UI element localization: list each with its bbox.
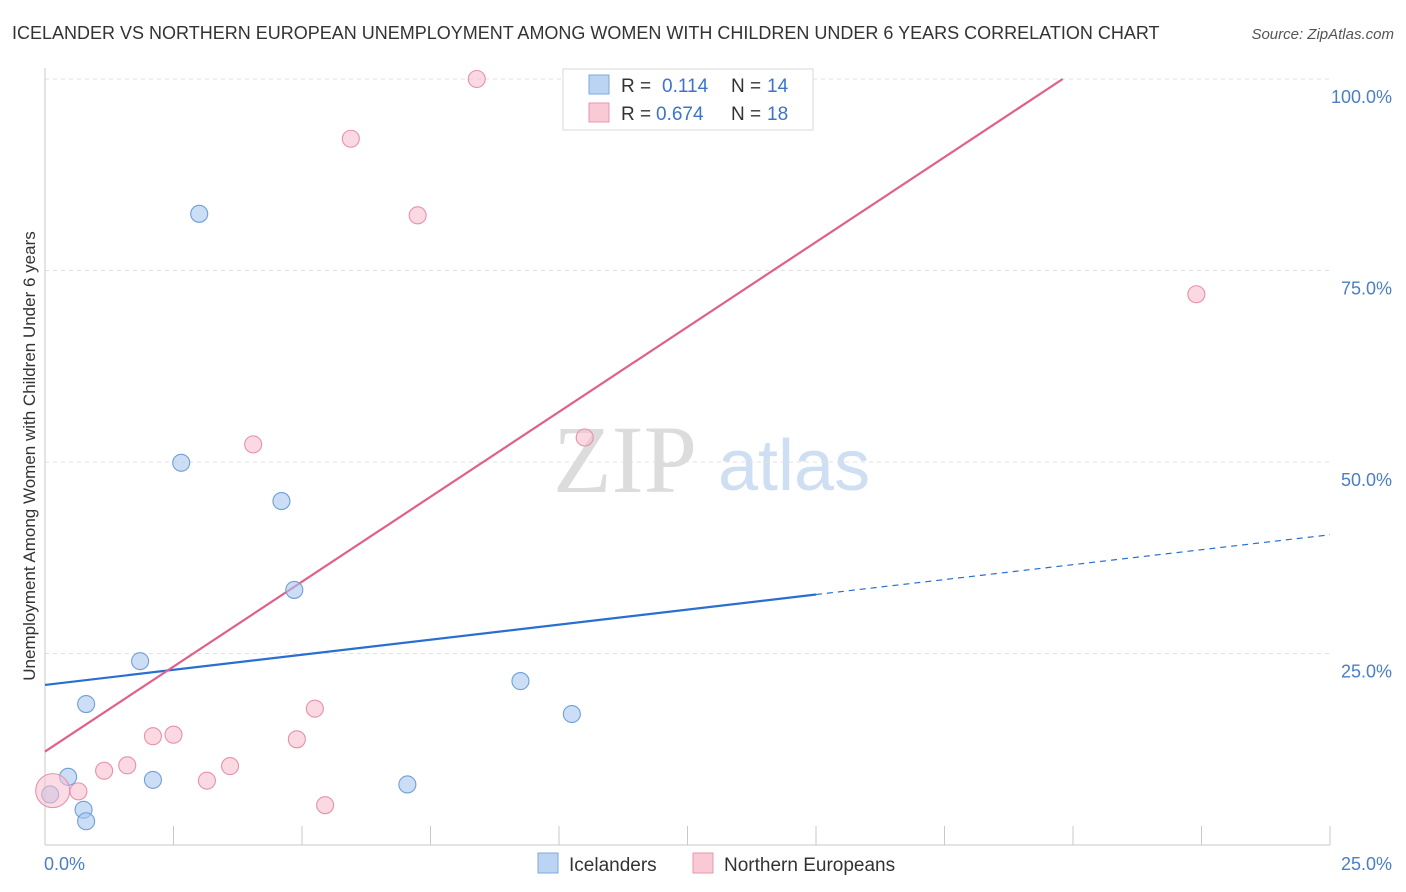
bottom-legend-label-icelanders: Icelanders bbox=[569, 855, 657, 876]
point-northern-europeans bbox=[95, 761, 114, 780]
legend-r-label-icelanders: R = bbox=[621, 76, 651, 97]
legend-swatch-northern-europeans bbox=[588, 102, 610, 123]
watermark-zip: ZIP bbox=[553, 406, 697, 513]
legend-swatch-icelanders bbox=[588, 74, 610, 95]
y-tick-label-100: 100.0% bbox=[1331, 87, 1392, 107]
point-icelanders bbox=[172, 453, 191, 472]
watermark-atlas: atlas bbox=[718, 426, 870, 506]
legend-n-label-icelanders: N = bbox=[731, 76, 761, 97]
point-icelanders bbox=[143, 770, 162, 789]
bottom-legend-label-northern-europeans: Northern Europeans bbox=[724, 855, 895, 876]
y-tick-label-25: 25.0% bbox=[1341, 662, 1392, 682]
point-northern-europeans bbox=[316, 796, 335, 815]
trend-line-0 bbox=[44, 593, 817, 686]
point-icelanders bbox=[398, 775, 417, 794]
chart-source: Source: ZipAtlas.com bbox=[1251, 26, 1394, 43]
point-northern-europeans bbox=[197, 771, 216, 790]
point-northern-europeans bbox=[341, 129, 360, 148]
legend-n-value-northern-europeans: 18 bbox=[767, 104, 788, 125]
bottom-legend-swatch-northern-europeans bbox=[692, 852, 714, 874]
point-northern-europeans bbox=[69, 782, 88, 801]
trend-lines bbox=[44, 78, 1331, 753]
legend-n-label-northern-europeans: N = bbox=[731, 104, 761, 125]
trend-line-extension-0 bbox=[815, 534, 1331, 596]
point-icelanders bbox=[511, 672, 530, 691]
point-northern-europeans bbox=[220, 757, 240, 776]
legend-box: R = 0.114 N = 14 R = 0.674 N = 18 bbox=[562, 68, 814, 131]
y-tick-labels: 25.0% 50.0% 75.0% 100.0% bbox=[1331, 87, 1392, 682]
trend-line-1 bbox=[44, 78, 1064, 753]
point-northern-europeans bbox=[408, 206, 427, 225]
bottom-legend-swatch-icelanders bbox=[537, 852, 559, 874]
point-icelanders bbox=[190, 204, 209, 223]
x-tick-label-25: 25.0% bbox=[1341, 854, 1392, 874]
point-icelanders bbox=[77, 695, 96, 714]
legend-r-value-northern-europeans: 0.674 bbox=[656, 104, 704, 125]
legend-r-value-icelanders: 0.114 bbox=[662, 76, 709, 97]
point-northern-europeans bbox=[118, 756, 137, 775]
y-tick-label-75: 75.0% bbox=[1341, 279, 1392, 299]
point-northern-europeans bbox=[143, 727, 162, 746]
chart-title: ICELANDER VS NORTHERN EUROPEAN UNEMPLOYM… bbox=[12, 23, 1160, 43]
y-tick-label-50: 50.0% bbox=[1341, 470, 1392, 490]
point-northern-europeans bbox=[244, 435, 263, 454]
point-northern-europeans bbox=[164, 725, 183, 744]
legend-n-value-icelanders: 14 bbox=[767, 76, 789, 97]
x-tick-labels: 0.0% 25.0% bbox=[44, 854, 1392, 874]
point-icelanders bbox=[272, 492, 291, 511]
point-icelanders bbox=[285, 580, 304, 599]
y-axis-label: Unemployment Among Women with Children U… bbox=[20, 231, 39, 680]
point-northern-europeans bbox=[305, 699, 324, 718]
point-northern-europeans bbox=[575, 428, 594, 447]
gridlines bbox=[45, 78, 1330, 654]
data-points bbox=[35, 69, 1206, 831]
legend-r-label-northern-europeans: R = bbox=[621, 104, 651, 125]
point-northern-europeans bbox=[1187, 285, 1206, 304]
axes bbox=[44, 68, 1331, 846]
point-icelanders bbox=[77, 812, 96, 831]
point-northern-europeans bbox=[467, 69, 486, 89]
bottom-legend: Icelanders Northern Europeans bbox=[537, 852, 895, 876]
watermark: ZIP atlas bbox=[553, 406, 870, 513]
x-tick-label-0: 0.0% bbox=[44, 854, 85, 874]
point-northern-europeans bbox=[287, 730, 306, 749]
point-northern-europeans bbox=[35, 773, 71, 809]
point-icelanders bbox=[131, 652, 150, 671]
point-icelanders bbox=[562, 704, 581, 724]
